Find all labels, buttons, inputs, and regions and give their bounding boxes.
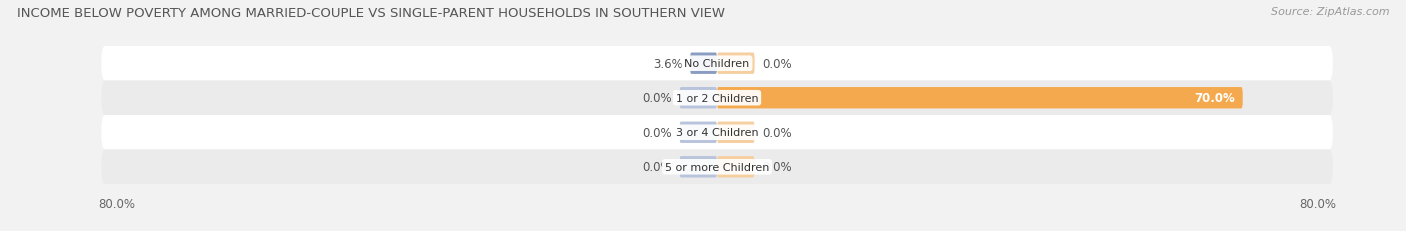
- Text: 80.0%: 80.0%: [98, 197, 135, 210]
- FancyBboxPatch shape: [101, 116, 1333, 150]
- Text: INCOME BELOW POVERTY AMONG MARRIED-COUPLE VS SINGLE-PARENT HOUSEHOLDS IN SOUTHER: INCOME BELOW POVERTY AMONG MARRIED-COUPL…: [17, 7, 725, 20]
- Text: 0.0%: 0.0%: [762, 126, 792, 139]
- FancyBboxPatch shape: [717, 122, 755, 143]
- FancyBboxPatch shape: [101, 81, 1333, 116]
- FancyBboxPatch shape: [690, 53, 717, 75]
- Text: Source: ZipAtlas.com: Source: ZipAtlas.com: [1271, 7, 1389, 17]
- Text: No Children: No Children: [685, 59, 749, 69]
- Text: 0.0%: 0.0%: [762, 161, 792, 173]
- Text: 0.0%: 0.0%: [762, 58, 792, 70]
- FancyBboxPatch shape: [717, 53, 755, 75]
- Text: 1 or 2 Children: 1 or 2 Children: [676, 93, 758, 103]
- FancyBboxPatch shape: [101, 47, 1333, 81]
- FancyBboxPatch shape: [717, 156, 755, 178]
- Text: 0.0%: 0.0%: [643, 126, 672, 139]
- FancyBboxPatch shape: [679, 88, 717, 109]
- FancyBboxPatch shape: [717, 88, 1243, 109]
- Text: 5 or more Children: 5 or more Children: [665, 162, 769, 172]
- FancyBboxPatch shape: [679, 122, 717, 143]
- FancyBboxPatch shape: [679, 156, 717, 178]
- Text: 70.0%: 70.0%: [1195, 92, 1236, 105]
- Text: 3.6%: 3.6%: [652, 58, 682, 70]
- Text: 0.0%: 0.0%: [643, 161, 672, 173]
- Text: 3 or 4 Children: 3 or 4 Children: [676, 128, 758, 138]
- Text: 80.0%: 80.0%: [1299, 197, 1336, 210]
- FancyBboxPatch shape: [101, 150, 1333, 184]
- Text: 0.0%: 0.0%: [643, 92, 672, 105]
